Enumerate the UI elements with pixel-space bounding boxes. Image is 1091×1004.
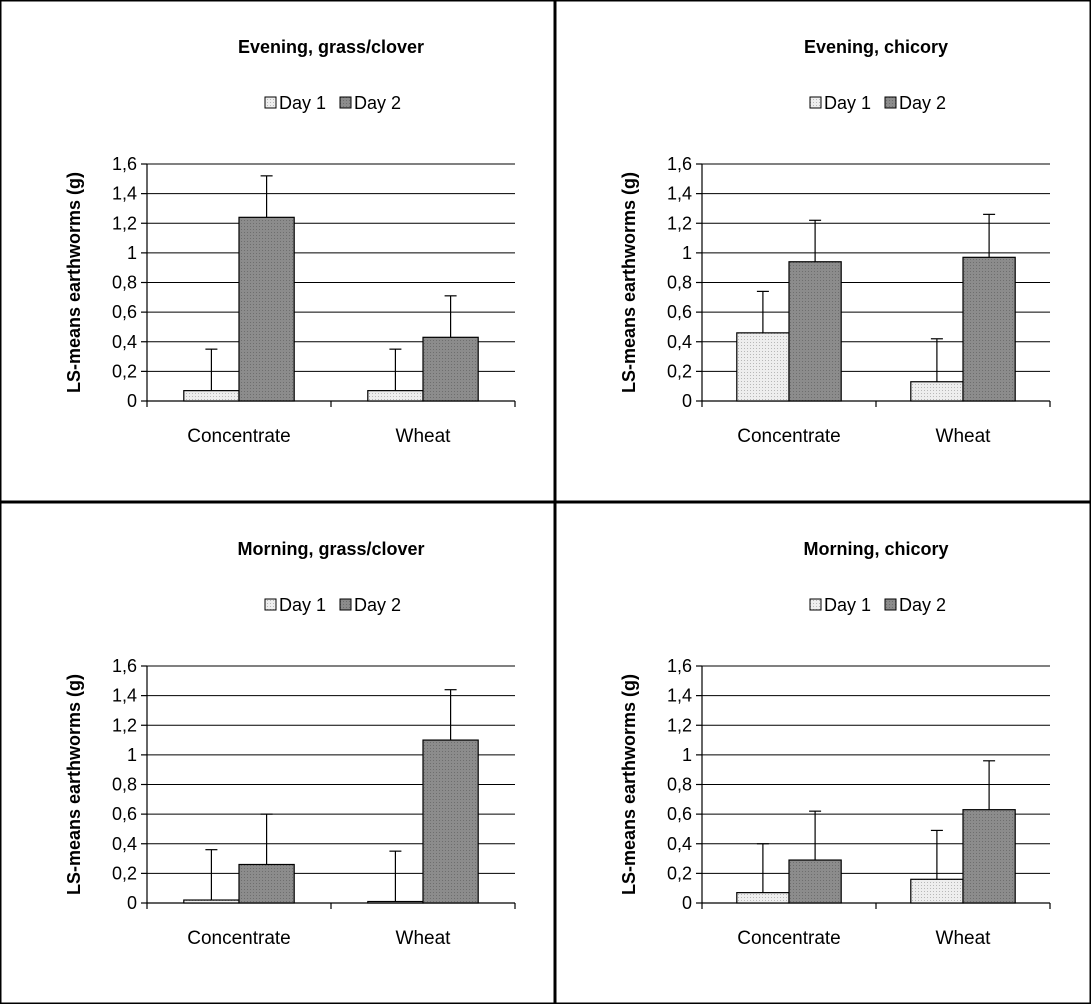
y-tick-label: 0,2	[112, 863, 137, 883]
bar-day1	[910, 878, 964, 904]
legend: Day 1 Day 2	[264, 595, 401, 615]
y-tick-label: 1,2	[667, 715, 692, 735]
y-tick-label: 0	[127, 893, 137, 913]
y-tick-label: 0,4	[667, 332, 692, 352]
bar-day1	[736, 892, 790, 904]
y-tick-label: 1,2	[112, 715, 137, 735]
bar-day2	[962, 256, 1016, 402]
bar-day1	[367, 900, 424, 904]
chart-title: Evening, chicory	[804, 37, 948, 57]
x-tick-label: Concentrate	[737, 426, 841, 447]
y-tick-label: 0,4	[112, 834, 137, 854]
bar-day2	[238, 863, 295, 904]
panel-border	[0, 0, 555, 502]
y-tick-label: 1,6	[112, 656, 137, 676]
legend-swatch	[339, 598, 352, 611]
y-tick-label: 0,6	[667, 804, 692, 824]
y-tick-label: 0,6	[112, 804, 137, 824]
x-tick-label: Concentrate	[737, 928, 841, 949]
x-tick-label: Wheat	[936, 928, 992, 949]
bar-day1	[736, 332, 790, 402]
legend-swatch	[809, 96, 822, 109]
chart-panel: Morning, chicory Day 1 Day 2 0 0,2 0,4 0,6 0,8 1…	[555, 502, 1091, 1004]
y-axis-label: LS-means earthworms (g)	[64, 674, 84, 895]
x-tick-label: Wheat	[396, 426, 452, 447]
chart-title: Morning, chicory	[803, 539, 948, 559]
legend-label: Day 2	[899, 595, 946, 615]
chart-panel: Morning, grass/clover Day 1 Day 2 0 0,2 0,4 0,…	[0, 502, 555, 1004]
chart-title: Morning, grass/clover	[237, 539, 424, 559]
legend-swatch	[884, 96, 897, 109]
legend-label: Day 1	[824, 595, 871, 615]
y-tick-label: 0,8	[667, 775, 692, 795]
y-tick-label: 1	[682, 243, 692, 263]
y-tick-label: 0,6	[667, 302, 692, 322]
panel-border	[555, 502, 1091, 1004]
y-tick-label: 1	[127, 745, 137, 765]
legend-label: Day 2	[354, 93, 401, 113]
y-tick-label: 0,4	[112, 332, 137, 352]
bar-day2	[422, 336, 479, 402]
y-tick-label: 1,2	[667, 213, 692, 233]
chart-title: Evening, grass/clover	[238, 37, 424, 57]
y-tick-label: 1,6	[667, 656, 692, 676]
y-tick-label: 0,2	[112, 361, 137, 381]
x-tick-label: Wheat	[936, 426, 992, 447]
legend: Day 1 Day 2	[809, 93, 946, 113]
y-tick-label: 1,4	[112, 686, 137, 706]
chart-panel: Evening, chicory Day 1 Day 2 0 0,2 0,4 0,6 0,8 1…	[555, 0, 1091, 502]
legend-swatch	[809, 598, 822, 611]
bar-day2	[788, 859, 842, 904]
panel-border	[555, 0, 1091, 502]
x-tick-label: Wheat	[396, 928, 452, 949]
y-axis-label: LS-means earthworms (g)	[64, 172, 84, 393]
legend-swatch	[884, 598, 897, 611]
legend-label: Day 1	[824, 93, 871, 113]
legend-label: Day 1	[279, 595, 326, 615]
bar-day2	[422, 739, 479, 904]
legend-label: Day 2	[354, 595, 401, 615]
legend-swatch	[339, 96, 352, 109]
y-tick-label: 0,2	[667, 361, 692, 381]
legend-label: Day 2	[899, 93, 946, 113]
bar-day2	[962, 809, 1016, 904]
legend-swatch	[264, 96, 277, 109]
bar-day1	[367, 390, 424, 402]
bar-day2	[788, 261, 842, 402]
y-axis-label: LS-means earthworms (g)	[619, 172, 639, 393]
y-tick-label: 0,8	[112, 775, 137, 795]
y-tick-label: 0,6	[112, 302, 137, 322]
y-tick-label: 1,6	[112, 154, 137, 174]
y-tick-label: 1,2	[112, 213, 137, 233]
y-tick-label: 0,2	[667, 863, 692, 883]
y-tick-label: 1	[682, 745, 692, 765]
legend-label: Day 1	[279, 93, 326, 113]
y-tick-label: 0,8	[667, 273, 692, 293]
chart-panel: Evening, grass/clover Day 1 Day 2 0 0,2 0,4 0,…	[0, 0, 555, 502]
bar-day1	[910, 381, 964, 402]
y-tick-label: 0,4	[667, 834, 692, 854]
bar-day2	[238, 216, 295, 402]
bar-day1	[183, 899, 240, 904]
y-tick-label: 1,4	[667, 184, 692, 204]
bar-day1	[183, 390, 240, 402]
legend-swatch	[264, 598, 277, 611]
x-tick-label: Concentrate	[187, 928, 291, 949]
y-tick-label: 1,6	[667, 154, 692, 174]
y-tick-label: 1,4	[112, 184, 137, 204]
panel-border	[0, 502, 555, 1004]
y-tick-label: 0,8	[112, 273, 137, 293]
x-tick-label: Concentrate	[187, 426, 291, 447]
legend: Day 1 Day 2	[809, 595, 946, 615]
y-tick-label: 0	[682, 893, 692, 913]
y-tick-label: 0	[127, 391, 137, 411]
y-tick-label: 0	[682, 391, 692, 411]
y-axis-label: LS-means earthworms (g)	[619, 674, 639, 895]
y-tick-label: 1,4	[667, 686, 692, 706]
legend: Day 1 Day 2	[264, 93, 401, 113]
y-tick-label: 1	[127, 243, 137, 263]
